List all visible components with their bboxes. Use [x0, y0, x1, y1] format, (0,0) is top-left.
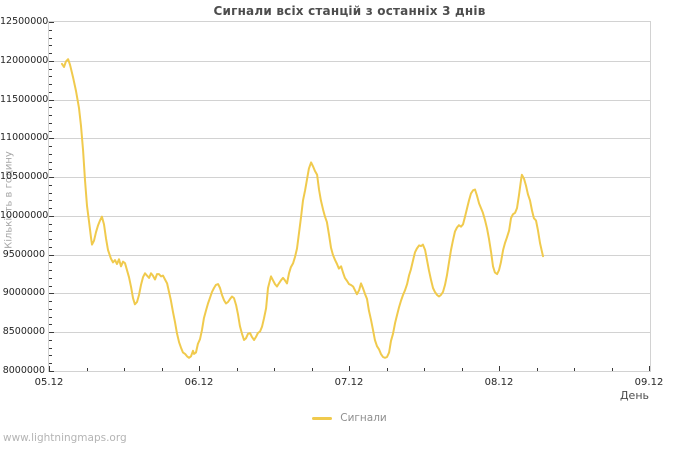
y-tick-label: 10000000	[0, 209, 49, 221]
y-tick-label: 8500000	[2, 326, 45, 338]
y-tick-label: 12000000	[0, 54, 49, 66]
y-tick-label: 9000000	[2, 287, 45, 299]
x-tick-label: 09.12	[634, 377, 664, 388]
x-tick-label: 06.12	[184, 377, 214, 388]
plot-area	[48, 21, 651, 372]
y-axis-label: Кількість в годину	[3, 151, 15, 249]
legend-line-swatch	[312, 416, 333, 420]
x-tick-label: 07.12	[334, 377, 364, 388]
y-tick-label: 11500000	[0, 93, 49, 105]
y-tick-label: 8000000	[2, 365, 45, 376]
signals-line	[61, 58, 544, 359]
chart-title: Сигнали всіх станцій з останніх 3 днів	[213, 4, 486, 18]
plot-border	[48, 21, 651, 372]
x-axis-label: День	[619, 389, 649, 402]
legend: Сигнали	[48, 411, 651, 425]
y-tick-label: 12500000	[0, 16, 49, 27]
y-tick-label: 10500000	[0, 171, 49, 183]
y-tick-label: 9500000	[2, 248, 45, 260]
watermark: www.lightningmaps.org	[3, 432, 127, 444]
x-tick-label: 05.12	[34, 377, 64, 388]
legend-label: Сигнали	[340, 412, 387, 424]
y-tick-label: 11000000	[0, 132, 49, 144]
x-tick-label: 08.12	[484, 377, 514, 388]
